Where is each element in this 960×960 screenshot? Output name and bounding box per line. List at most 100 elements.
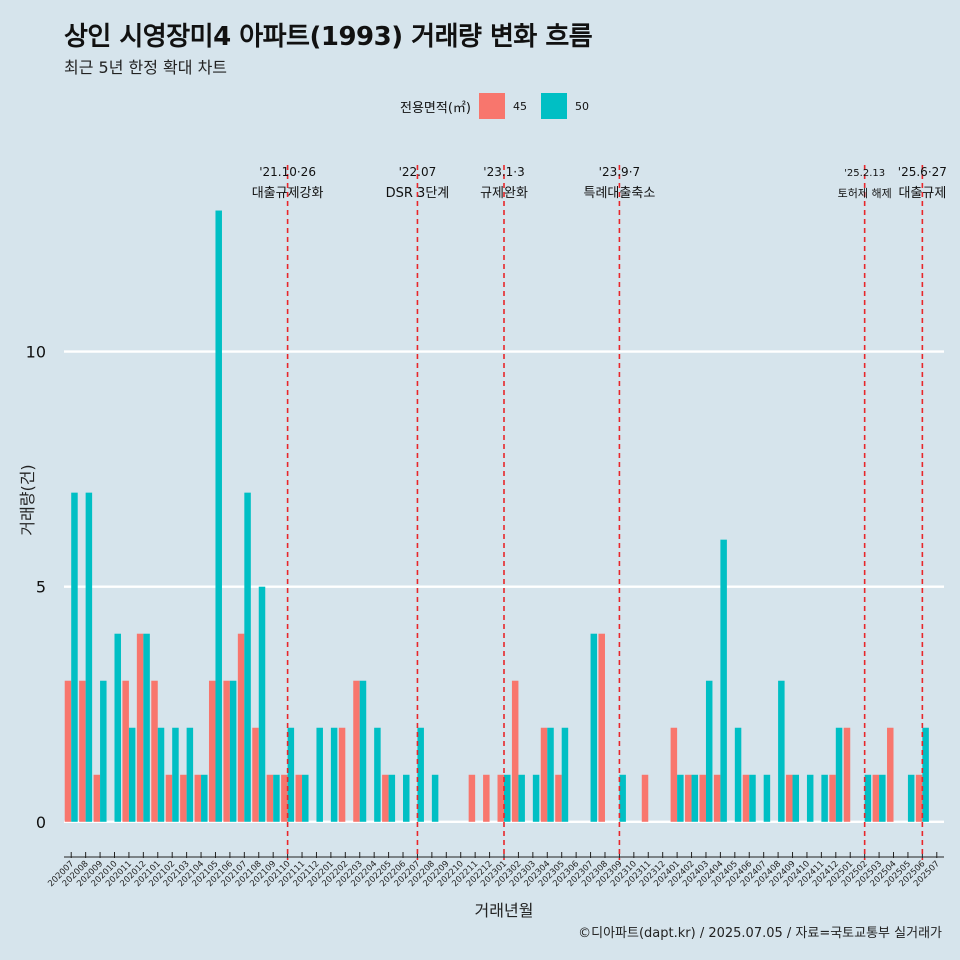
bar-50-202503 — [879, 774, 886, 822]
y-tick-label: 5 — [36, 578, 46, 597]
bar-50-202012 — [143, 633, 150, 822]
bar-50-202307 — [590, 633, 598, 822]
bar-45-202412 — [829, 774, 836, 822]
bar-45-202301 — [497, 774, 504, 822]
event-date-label: '25.2.13 — [844, 168, 885, 179]
bar-45-202012 — [136, 633, 144, 822]
bar-50-202010 — [114, 633, 121, 822]
bar-50-202505 — [907, 774, 915, 822]
bar-45-202108 — [252, 727, 259, 822]
bar-45-202202 — [338, 727, 346, 822]
bar-50-202108 — [258, 586, 266, 822]
bar-45-202308 — [598, 633, 605, 822]
bar-50-202502 — [864, 774, 872, 822]
chart-title: 상인 시영장미4 아파트(1993) 거래량 변화 흐름 — [64, 22, 593, 52]
bar-50-202408 — [778, 680, 785, 822]
bar-50-202101 — [157, 727, 165, 822]
bar-45-202007 — [64, 680, 72, 822]
bar-45-202402 — [685, 774, 692, 822]
bar-50-202304 — [547, 727, 554, 822]
bar-50-202309 — [619, 774, 626, 822]
bar-45-202104 — [194, 774, 202, 822]
bar-45-202311 — [641, 774, 649, 822]
event-date-label: '22.07 — [399, 165, 437, 179]
bar-45-202406 — [742, 774, 750, 822]
bar-45-202205 — [382, 774, 389, 822]
bar-45-202501 — [843, 727, 851, 822]
bar-50-202104 — [201, 774, 208, 822]
bar-45-202212 — [483, 774, 490, 822]
bar-45-202304 — [540, 727, 548, 822]
bar-45-202105 — [208, 680, 216, 822]
y-tick-label: 10 — [26, 343, 46, 362]
bar-45-202409 — [786, 774, 793, 822]
bar-50-202011 — [128, 727, 136, 822]
bar-45-202103 — [180, 774, 187, 822]
legend-swatch-50 — [540, 93, 567, 119]
event-date-label: '25.6·27 — [898, 165, 947, 179]
bar-50-202404 — [720, 539, 727, 822]
bar-50-202402 — [691, 774, 699, 822]
bar-50-202305 — [561, 727, 569, 822]
y-tick-label: 0 — [36, 813, 46, 832]
bar-45-202305 — [555, 774, 562, 822]
bar-50-202405 — [734, 727, 742, 822]
legend-swatch-45 — [478, 93, 505, 119]
bar-45-202107 — [237, 633, 245, 822]
event-desc-label: 규제완화 — [480, 186, 528, 201]
bar-50-202301 — [504, 774, 511, 822]
bar-50-202412 — [835, 727, 843, 822]
bar-45-202111 — [295, 774, 303, 822]
bar-50-202203 — [359, 680, 367, 822]
bar-45-202110 — [281, 774, 288, 822]
bar-45-202302 — [511, 680, 519, 822]
event-date-label: '23.9·7 — [599, 165, 640, 179]
x-axis-title: 거래년월 — [475, 901, 534, 920]
bar-50-202112 — [316, 727, 323, 822]
event-desc-label: 특례대출축소 — [584, 186, 656, 201]
bar-50-202105 — [215, 210, 222, 822]
event-desc-label: 대출규제강화 — [252, 186, 324, 201]
bar-50-202106 — [229, 680, 237, 822]
bar-45-202101 — [151, 680, 158, 822]
bar-50-202410 — [806, 774, 814, 822]
bar-50-202406 — [749, 774, 756, 822]
y-axis-title: 거래량(건) — [18, 464, 37, 535]
bar-50-202407 — [763, 774, 771, 822]
bar-50-202102 — [172, 727, 179, 822]
bar-45-202401 — [670, 727, 678, 822]
event-date-label: '21.10·26 — [259, 165, 316, 179]
bar-45-202503 — [872, 774, 880, 822]
bar-45-202211 — [468, 774, 476, 822]
bar-45-202203 — [353, 680, 360, 822]
event-desc-label: DSR 3단계 — [386, 186, 450, 201]
bar-50-202109 — [273, 774, 280, 822]
bar-45-202009 — [93, 774, 101, 822]
bar-50-202409 — [792, 774, 800, 822]
bar-50-202506 — [922, 727, 929, 822]
bar-50-202205 — [388, 774, 396, 822]
bar-45-202404 — [713, 774, 721, 822]
chart-subtitle: 최근 5년 한정 확대 차트 — [64, 58, 228, 77]
event-desc-label: 대출규제 — [898, 186, 946, 201]
legend-label-45: 45 — [512, 99, 527, 113]
bar-45-202008 — [79, 680, 86, 822]
bar-50-202107 — [244, 492, 251, 822]
bar-50-202111 — [302, 774, 309, 822]
legend-label-50: 50 — [574, 99, 589, 113]
bar-45-202102 — [165, 774, 173, 822]
bar-50-202007 — [71, 492, 78, 822]
bar-50-202201 — [330, 727, 338, 822]
bar-45-202109 — [266, 774, 274, 822]
bar-45-202106 — [223, 680, 230, 822]
caption: ©디아파트(dapt.kr) / 2025.07.05 / 자료=국토교통부 실… — [578, 926, 942, 941]
bar-50-202207 — [417, 727, 424, 822]
bar-50-202411 — [821, 774, 828, 822]
bar-50-202303 — [532, 774, 540, 822]
event-desc-label: 토허제 해제 — [838, 186, 892, 200]
bar-50-202110 — [287, 727, 295, 822]
bar-45-202403 — [699, 774, 706, 822]
bar-50-202009 — [100, 680, 107, 822]
bar-45-202506 — [915, 774, 923, 822]
